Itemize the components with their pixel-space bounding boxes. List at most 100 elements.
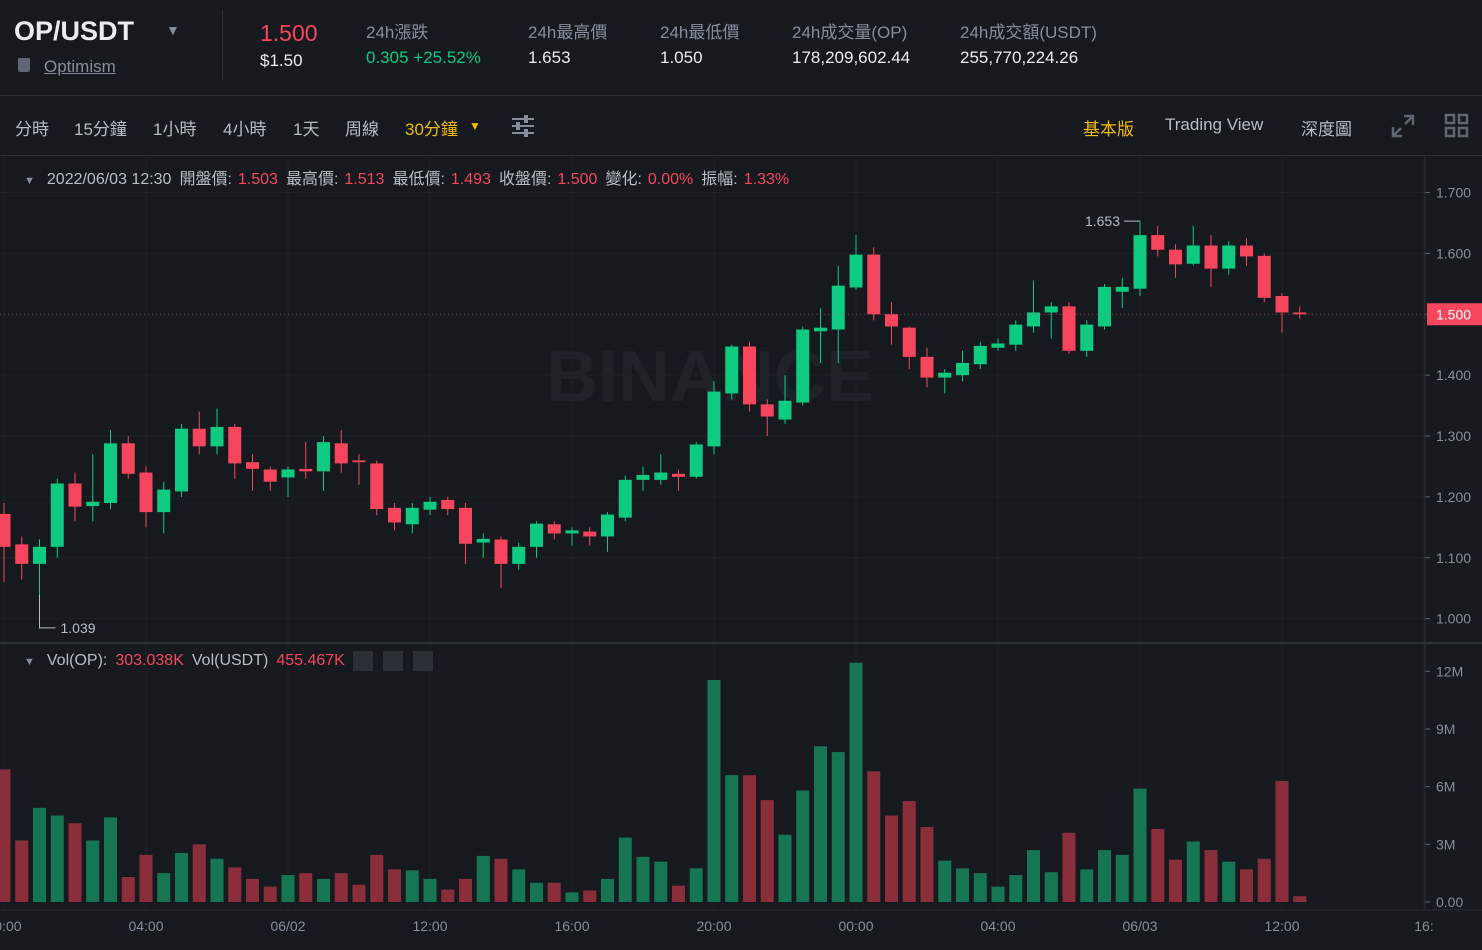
volume-bar <box>157 873 171 902</box>
candle-body <box>760 404 774 417</box>
candle-body <box>867 254 881 315</box>
interval[interactable]: 周線 <box>345 120 379 139</box>
volume-bar <box>796 790 810 902</box>
vol-label: Vol(OP): <box>46 652 108 670</box>
candle-body <box>281 469 295 478</box>
stat-label: 24h成交額(USDT) <box>960 23 1097 42</box>
volume-bar <box>210 858 224 902</box>
volume-bar <box>334 873 348 902</box>
candle-body <box>991 343 1005 348</box>
volume-bar <box>175 852 188 902</box>
volume-bar <box>139 854 153 902</box>
candle-body <box>636 474 650 480</box>
volume-bar <box>956 868 969 902</box>
fullscreen-icon[interactable] <box>1390 113 1416 139</box>
volume-bar <box>1186 841 1200 902</box>
field-label: 開盤價: <box>179 171 232 188</box>
low-annotation: 1.039 <box>61 620 96 636</box>
close-icon[interactable] <box>412 651 433 671</box>
volume-bar <box>1257 858 1271 902</box>
volume-bar <box>441 889 455 902</box>
candle-body <box>1257 255 1271 298</box>
stat-value: 1.653 <box>528 48 571 67</box>
volume-bar <box>1293 896 1307 902</box>
volume-bar <box>849 662 863 902</box>
field-value: 1.513 <box>344 171 385 188</box>
interval[interactable]: 分時 <box>15 120 49 139</box>
volume-bar <box>565 892 579 902</box>
volume-bar <box>1062 832 1076 902</box>
view-option[interactable]: Trading View <box>1165 115 1264 134</box>
view-option[interactable]: 深度圖 <box>1301 120 1352 139</box>
x-tick-label: 00:00 <box>838 918 873 934</box>
candle-body <box>121 443 135 474</box>
candle-body <box>973 345 987 365</box>
candle-body <box>1169 249 1182 265</box>
volume-bar <box>636 856 650 902</box>
x-tick-label: 06/03 <box>1122 918 1157 934</box>
volume-bar <box>831 752 845 902</box>
candle-body <box>831 285 845 330</box>
volume-bar <box>104 817 117 902</box>
volume-bar <box>281 875 295 902</box>
candle-body <box>1293 312 1307 315</box>
candle-body <box>849 254 863 288</box>
candle-body <box>547 524 561 534</box>
candle-body <box>601 514 614 537</box>
interval[interactable]: 4小時 <box>223 120 267 139</box>
volume-bar <box>228 867 242 902</box>
candle-body <box>317 442 330 472</box>
interval[interactable]: 1小時 <box>153 120 197 139</box>
collapse-arrow: ▼ <box>24 175 35 187</box>
active-interval[interactable]: 30分鐘 <box>405 120 458 139</box>
candle-body <box>15 544 29 564</box>
x-tick-label: 12:00 <box>412 918 447 934</box>
candle-body <box>68 483 82 507</box>
candle-body <box>938 372 952 378</box>
candle-body <box>778 400 792 420</box>
vol-label: Vol(USDT) <box>191 652 269 670</box>
toolbar: 分時 15分鐘 1小時 4小時 1天 周線 30分鐘 ▼ 基本版 Trading View 深… <box>0 96 1482 156</box>
candle-body <box>1275 296 1289 313</box>
candle-body <box>246 462 259 469</box>
pair-dropdown[interactable]: ▼ <box>166 22 180 38</box>
x-tick-label: 00:00 <box>0 918 22 934</box>
field-value: 0.00% <box>647 171 694 188</box>
interval-dropdown[interactable]: ▼ <box>469 119 481 133</box>
volume-bar <box>50 815 64 902</box>
x-tick-label: 20:00 <box>696 918 731 934</box>
candle-body <box>459 507 472 544</box>
candle-body <box>334 443 348 464</box>
candle-body <box>1009 324 1023 345</box>
layout-icon[interactable] <box>1444 113 1470 139</box>
candle-body <box>654 472 668 480</box>
x-tick-label: 16: <box>1414 918 1433 934</box>
candle-body <box>33 546 46 564</box>
volume-bar <box>352 884 366 902</box>
volume-bar <box>494 858 508 902</box>
view-option[interactable]: 基本版 <box>1083 120 1134 139</box>
coin-name[interactable]: Optimism <box>44 57 116 76</box>
candle-body <box>50 483 64 547</box>
settings-icon[interactable] <box>382 651 403 671</box>
candle-body <box>86 501 100 507</box>
y-tick-label: 0.00 <box>1436 894 1463 910</box>
doc-icon <box>18 58 30 72</box>
eye-icon[interactable] <box>352 651 373 671</box>
volume-info: ▼ Vol(OP): 303.038K Vol(USDT) 455.467K <box>24 651 443 671</box>
candle-body <box>1222 245 1236 269</box>
interval[interactable]: 15分鐘 <box>74 120 127 139</box>
volume-bar <box>867 771 881 902</box>
y-tick-label: 1.000 <box>1436 611 1471 627</box>
last-price-label: 1.500 <box>1436 306 1471 322</box>
candle-body <box>885 314 898 327</box>
y-tick-label: 1.100 <box>1436 550 1471 566</box>
price-usd: $1.50 <box>260 51 303 70</box>
pair[interactable]: OP/USDT <box>14 16 135 46</box>
candle-body <box>672 473 685 477</box>
interval[interactable]: 1天 <box>293 120 320 139</box>
candle-body <box>1240 245 1253 257</box>
settings-icon[interactable] <box>510 113 536 139</box>
volume-bar <box>1044 872 1058 902</box>
candle-body <box>512 546 526 564</box>
